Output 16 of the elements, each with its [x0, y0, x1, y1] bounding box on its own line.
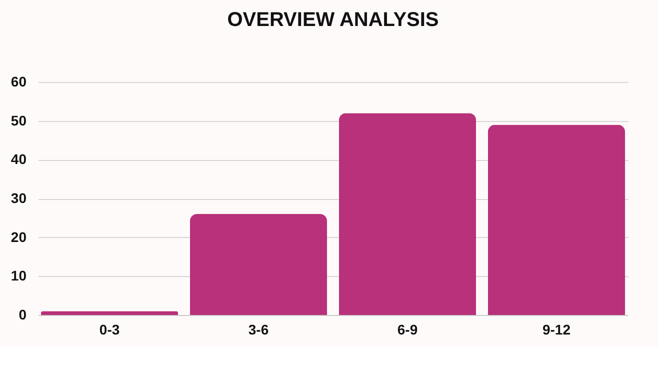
y-tick-label: 50 [10, 112, 27, 128]
y-tick-label: 60 [10, 74, 27, 90]
x-tick-label: 0-3 [99, 322, 120, 338]
bar [40, 311, 178, 315]
bar [488, 124, 626, 315]
bar [190, 214, 328, 315]
x-tick-label: 9-12 [542, 322, 571, 338]
y-tick-label: 40 [10, 151, 27, 168]
bar [338, 113, 476, 315]
chart-title: OVERVIEW ANALYSIS [227, 9, 439, 31]
y-tick-label: 20 [10, 228, 27, 245]
x-tick-label: 6-9 [397, 322, 418, 338]
y-tick-label: 30 [10, 190, 27, 206]
y-tick-label: 10 [10, 268, 27, 284]
y-tick-label: 0 [18, 306, 27, 322]
x-tick-label: 3-6 [248, 322, 269, 338]
